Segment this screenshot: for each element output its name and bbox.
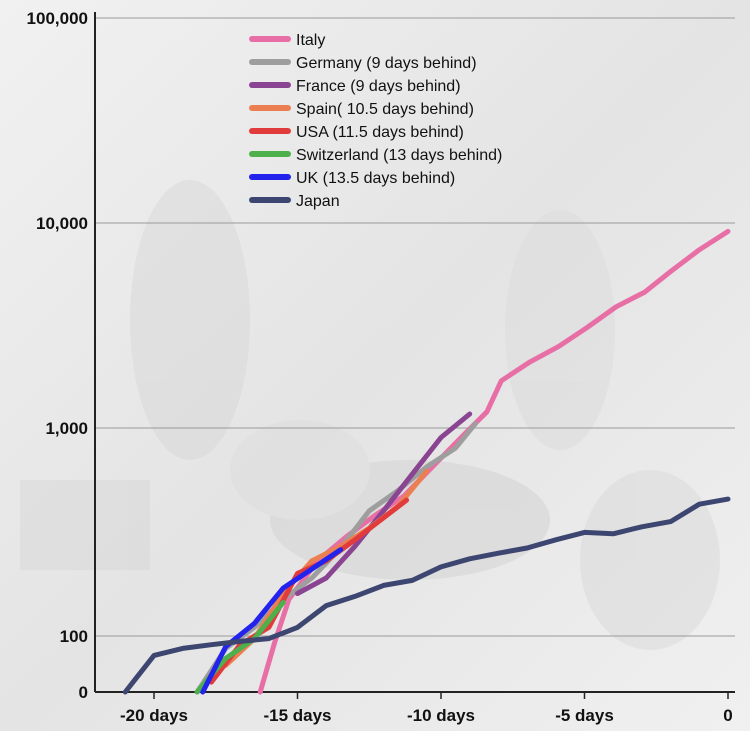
legend-label: Italy xyxy=(296,32,325,49)
legend-label: USA (11.5 days behind) xyxy=(296,124,464,141)
series-line-japan xyxy=(122,496,731,695)
legend: Italy Germany (9 days behind) France (9 da… xyxy=(249,32,502,210)
series-line-france xyxy=(295,411,473,596)
x-tick-label: -10 days xyxy=(407,706,475,725)
legend-label: UK (13.5 days behind) xyxy=(296,170,455,187)
x-axis-ticks: -20 days -15 days -10 days -5 days 0 xyxy=(120,692,733,725)
legend-label: Germany (9 days behind) xyxy=(296,55,477,72)
y-tick-label: 100,000 xyxy=(27,9,88,28)
y-tick-label: 100 xyxy=(60,627,88,646)
series-line-uk xyxy=(200,547,344,695)
legend-label: France (9 days behind) xyxy=(296,78,461,95)
legend-label: Spain( 10.5 days behind) xyxy=(296,101,474,118)
legend-label: Switzerland (13 days behind) xyxy=(296,147,502,164)
series-line-italy xyxy=(257,228,731,695)
x-tick-label: -5 days xyxy=(555,706,614,725)
legend-label: Japan xyxy=(296,193,340,210)
series-lines xyxy=(122,228,731,695)
y-tick-label: 1,000 xyxy=(45,419,88,438)
x-tick-label: 0 xyxy=(723,706,732,725)
x-tick-label: -20 days xyxy=(120,706,188,725)
y-tick-label: 0 xyxy=(79,683,88,702)
x-tick-label: -15 days xyxy=(263,706,331,725)
y-axis-ticks: 0 100 1,000 10,000 100,000 xyxy=(27,9,88,702)
y-tick-label: 10,000 xyxy=(36,214,88,233)
